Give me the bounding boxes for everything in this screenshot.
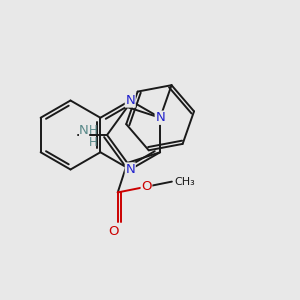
Text: N: N xyxy=(155,111,165,124)
Text: N: N xyxy=(125,163,135,176)
Text: N: N xyxy=(79,124,89,137)
Text: O: O xyxy=(108,225,119,238)
Text: CH₃: CH₃ xyxy=(175,177,196,187)
Text: H: H xyxy=(89,136,98,149)
Text: O: O xyxy=(141,180,152,193)
Text: N: N xyxy=(125,94,135,107)
Text: H: H xyxy=(89,124,98,137)
